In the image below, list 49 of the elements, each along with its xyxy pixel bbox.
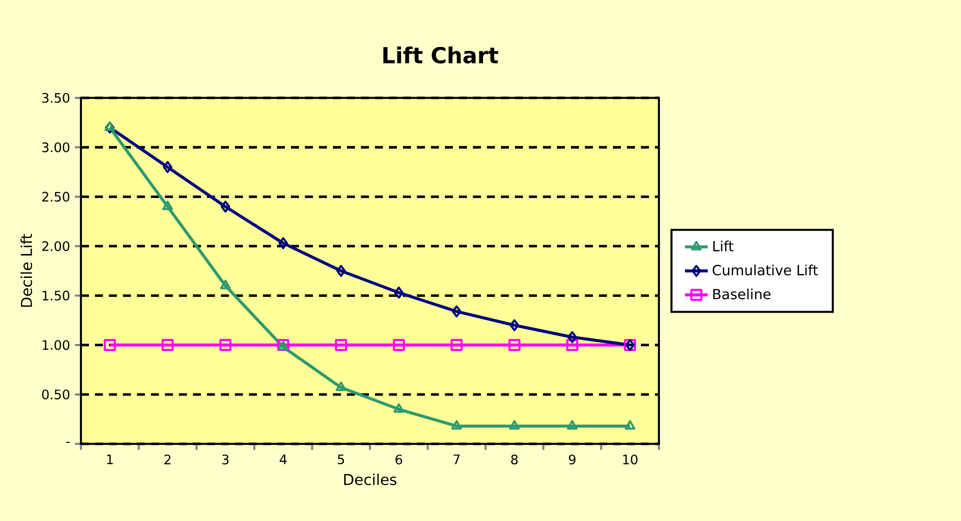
y-tick-label: 1.00	[42, 340, 70, 350]
point	[162, 339, 174, 352]
x-tick-label: 5	[338, 454, 344, 464]
point	[394, 286, 404, 299]
x-tick-label: 10	[623, 454, 638, 464]
y-tick-label: 2.00	[42, 241, 70, 252]
x-tick-label: 6	[396, 454, 402, 464]
x-tick-label: 3	[222, 454, 229, 464]
y-tick-label: 3.50	[42, 92, 70, 103]
y-axis-title: Decile Lift	[20, 234, 32, 307]
point	[566, 420, 578, 430]
point	[104, 339, 116, 352]
point	[336, 382, 346, 392]
legend-label: Cumulative Lift	[712, 264, 818, 276]
point	[451, 420, 462, 430]
point	[219, 339, 232, 352]
y-tick-label: 1.50	[42, 290, 70, 301]
point	[220, 280, 231, 290]
point	[566, 339, 578, 352]
point	[336, 264, 346, 277]
chart-title: Lift Chart	[383, 46, 498, 64]
point	[452, 305, 462, 318]
point	[450, 339, 463, 352]
point	[162, 200, 173, 210]
point	[510, 319, 520, 332]
x-tick-label: 2	[164, 454, 170, 464]
point	[508, 339, 520, 352]
point	[104, 122, 116, 132]
point	[335, 339, 348, 352]
point	[392, 339, 405, 352]
x-tick-label: 1	[107, 454, 113, 464]
y-tick-label: 2.50	[42, 192, 70, 202]
point	[220, 200, 230, 213]
x-tick-label: 9	[568, 454, 576, 464]
legend-label: Baseline	[713, 288, 771, 300]
point	[278, 237, 288, 250]
point	[162, 161, 172, 174]
y-tick-label: 0.50	[42, 390, 70, 400]
legend-label: Lift	[713, 240, 734, 252]
point	[567, 331, 577, 344]
point	[509, 420, 520, 430]
point	[624, 420, 636, 430]
x-tick-label: 4	[280, 454, 287, 464]
point	[393, 403, 404, 413]
x-tick-label: 8	[511, 454, 518, 464]
x-axis-title: Deciles	[344, 474, 396, 486]
x-tick-label: 7	[454, 454, 460, 464]
y-tick-label: 3.00	[42, 142, 70, 152]
y-tick-label: -	[66, 442, 70, 443]
